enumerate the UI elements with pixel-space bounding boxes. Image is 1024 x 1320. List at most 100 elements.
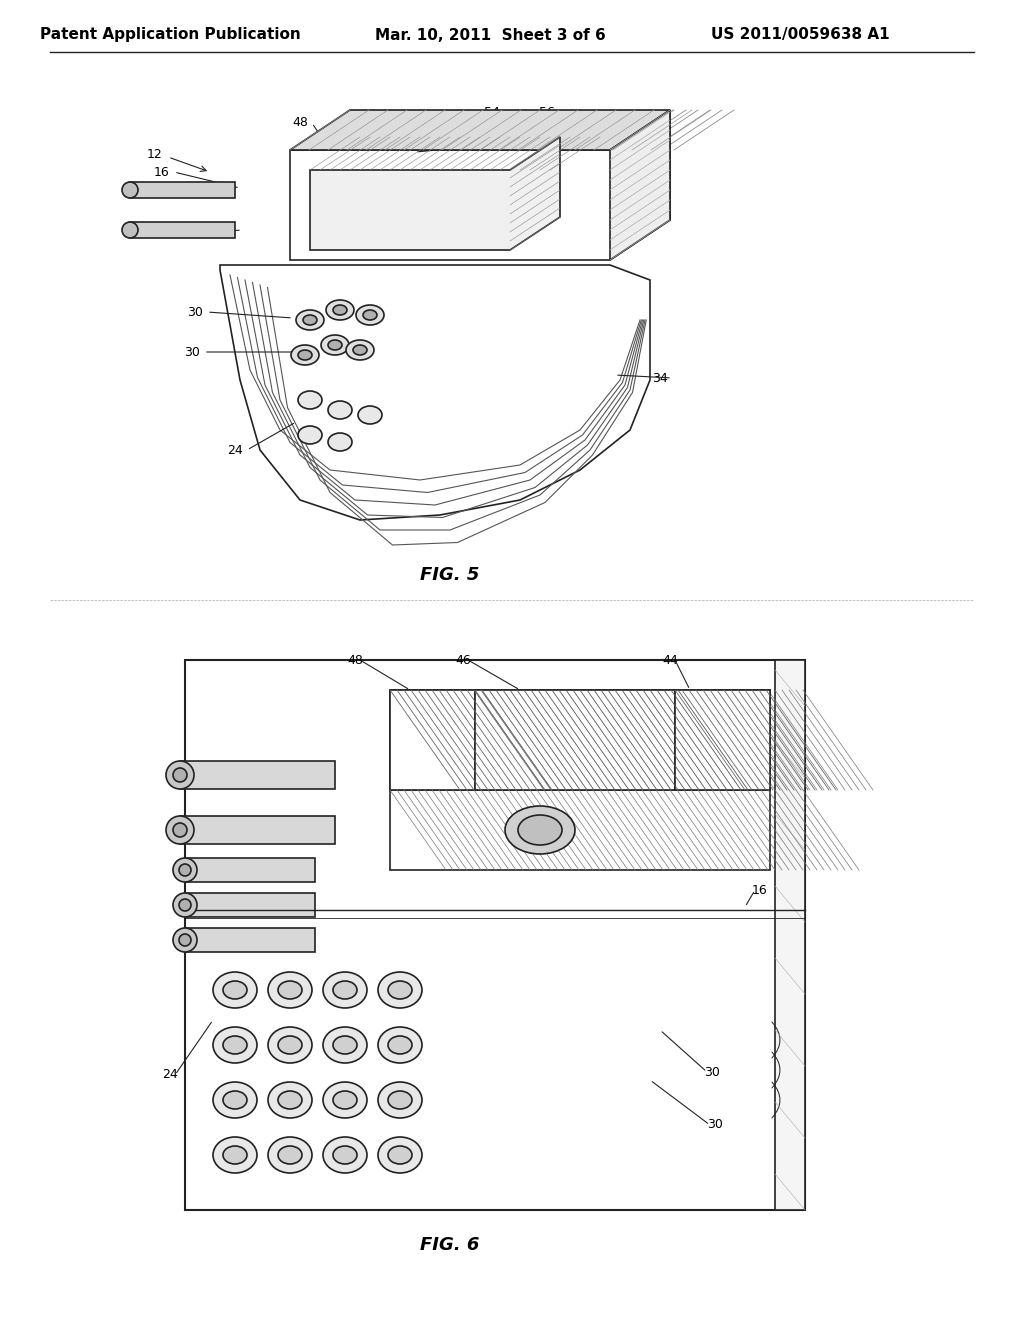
Bar (185, 928, 315, 952)
Text: 56: 56 (539, 107, 555, 120)
Text: 44: 44 (477, 125, 493, 139)
Ellipse shape (173, 858, 197, 882)
Ellipse shape (179, 899, 191, 911)
Ellipse shape (278, 1036, 302, 1053)
Polygon shape (220, 265, 650, 520)
Ellipse shape (122, 182, 138, 198)
Text: Mar. 10, 2011  Sheet 3 of 6: Mar. 10, 2011 Sheet 3 of 6 (375, 28, 605, 42)
Ellipse shape (326, 300, 354, 319)
Ellipse shape (346, 341, 374, 360)
Ellipse shape (356, 305, 384, 325)
Ellipse shape (333, 981, 357, 999)
Ellipse shape (518, 814, 562, 845)
Ellipse shape (333, 305, 347, 315)
Text: 16: 16 (752, 883, 768, 896)
Ellipse shape (378, 1082, 422, 1118)
Text: 54: 54 (484, 107, 500, 120)
Ellipse shape (278, 1092, 302, 1109)
Ellipse shape (323, 1027, 367, 1063)
Ellipse shape (388, 1036, 412, 1053)
Text: FIG. 5: FIG. 5 (420, 566, 479, 583)
Ellipse shape (213, 1137, 257, 1173)
Ellipse shape (173, 822, 187, 837)
Ellipse shape (213, 1082, 257, 1118)
Ellipse shape (223, 981, 247, 999)
Ellipse shape (278, 981, 302, 999)
Ellipse shape (328, 341, 342, 350)
Bar (675, 690, 770, 789)
Ellipse shape (223, 1092, 247, 1109)
Bar (130, 222, 234, 238)
Ellipse shape (388, 981, 412, 999)
Bar (185, 894, 315, 917)
Polygon shape (290, 110, 670, 260)
Text: 16: 16 (155, 165, 170, 178)
Ellipse shape (166, 762, 194, 789)
Bar (185, 858, 315, 882)
Ellipse shape (278, 1146, 302, 1164)
Ellipse shape (378, 1027, 422, 1063)
Ellipse shape (323, 1137, 367, 1173)
Bar (185, 660, 805, 1210)
Ellipse shape (388, 1092, 412, 1109)
Ellipse shape (179, 865, 191, 876)
Ellipse shape (505, 807, 575, 854)
Text: 24: 24 (162, 1068, 178, 1081)
Ellipse shape (268, 1027, 312, 1063)
Polygon shape (310, 137, 560, 249)
Text: 24: 24 (227, 444, 243, 457)
Ellipse shape (268, 972, 312, 1008)
Ellipse shape (122, 222, 138, 238)
Bar (130, 182, 234, 198)
Ellipse shape (328, 401, 352, 418)
Ellipse shape (333, 1092, 357, 1109)
Ellipse shape (296, 310, 324, 330)
Ellipse shape (353, 345, 367, 355)
Ellipse shape (388, 1146, 412, 1164)
Ellipse shape (378, 972, 422, 1008)
Text: 30: 30 (705, 1065, 720, 1078)
Ellipse shape (362, 310, 377, 319)
Text: 38: 38 (635, 222, 651, 235)
Ellipse shape (223, 1146, 247, 1164)
Polygon shape (290, 110, 670, 150)
Ellipse shape (179, 935, 191, 946)
Ellipse shape (268, 1137, 312, 1173)
Bar (185, 660, 805, 1210)
Text: 44: 44 (663, 653, 678, 667)
Ellipse shape (328, 433, 352, 451)
Ellipse shape (223, 1036, 247, 1053)
Ellipse shape (358, 407, 382, 424)
Text: Patent Application Publication: Patent Application Publication (40, 28, 300, 42)
Text: 48: 48 (292, 116, 308, 129)
Text: FIG. 6: FIG. 6 (420, 1236, 479, 1254)
Ellipse shape (378, 1137, 422, 1173)
Ellipse shape (166, 816, 194, 843)
Bar (775, 660, 805, 1210)
Ellipse shape (333, 1036, 357, 1053)
Ellipse shape (298, 350, 312, 360)
Polygon shape (610, 110, 670, 260)
Bar (390, 690, 770, 789)
Ellipse shape (173, 768, 187, 781)
Ellipse shape (291, 345, 319, 366)
Ellipse shape (333, 1146, 357, 1164)
Ellipse shape (303, 315, 317, 325)
Ellipse shape (298, 391, 322, 409)
Ellipse shape (298, 426, 322, 444)
Ellipse shape (213, 1027, 257, 1063)
Text: 16: 16 (155, 228, 171, 242)
Bar (390, 690, 475, 789)
Ellipse shape (323, 1082, 367, 1118)
Text: 34: 34 (652, 371, 668, 384)
Text: 30: 30 (187, 305, 203, 318)
Text: 46: 46 (587, 128, 603, 141)
Text: 30: 30 (707, 1118, 723, 1131)
Ellipse shape (213, 972, 257, 1008)
Bar (390, 789, 770, 870)
Bar (180, 816, 335, 843)
Bar (475, 690, 675, 789)
Ellipse shape (173, 928, 197, 952)
Text: US 2011/0059638 A1: US 2011/0059638 A1 (711, 28, 889, 42)
Ellipse shape (321, 335, 349, 355)
